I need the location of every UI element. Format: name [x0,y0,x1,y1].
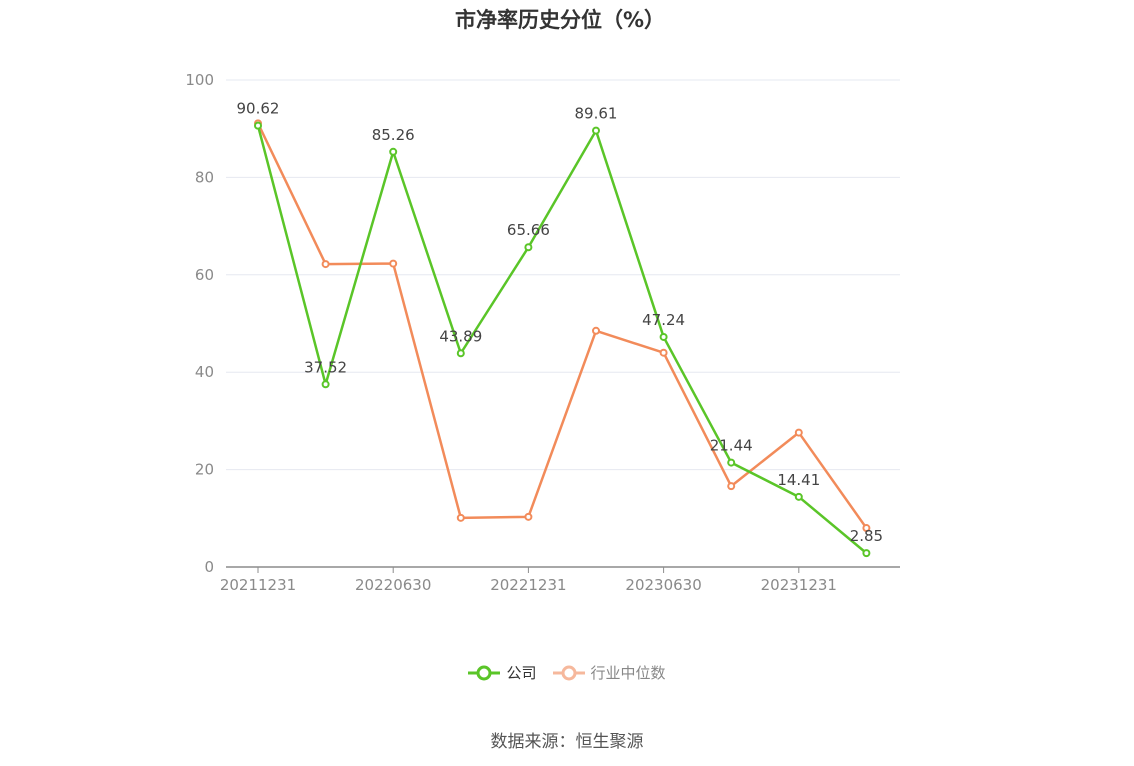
data-point-industry [727,482,736,491]
data-label: 37.52 [304,358,347,376]
x-tick-label: 20231231 [761,576,837,594]
legend: 公司 行业中位数 [0,662,1134,683]
y-tick-label: 20 [195,461,214,479]
y-tick-label: 0 [204,558,214,576]
data-point-company [727,458,736,467]
data-point-industry [456,513,465,522]
data-source-text: 数据来源：恒生聚源 [490,732,644,752]
series-line-industry [256,122,868,529]
legend-item-company[interactable]: 公司 [468,662,537,683]
data-point-industry [389,259,398,268]
series-lines [254,119,871,558]
y-tick-label: 40 [195,363,214,381]
data-point-company [592,126,600,135]
legend-swatch-industry-icon [552,665,585,680]
x-tick-label: 20230630 [625,576,701,594]
legend-swatch-company-icon [468,665,501,680]
x-tick-label: 20220630 [355,576,431,594]
legend-item-industry[interactable]: 行业中位数 [552,662,666,683]
data-point-company [321,380,330,389]
data-labels: 90.62 37.52 85.26 43.89 65.66 89.61 47.24 21.44… [237,100,884,545]
data-point-industry [862,524,871,533]
y-tick-label: 60 [195,266,214,284]
series-line-company [256,125,868,555]
line-chart: 0 20 40 60 80 100 20211231 20220630 20221231 2023… [185,71,900,594]
y-tick-label: 100 [185,71,214,89]
data-label: 43.89 [439,327,482,345]
y-tick-label: 80 [195,168,214,186]
axes: 0 20 40 60 80 100 20211231 20220630 20221231 2023… [185,71,900,594]
data-point-company [254,121,262,130]
data-point-company [389,147,398,156]
data-point-company [456,349,465,358]
legend-label-industry: 行业中位数 [590,664,666,682]
data-label: 89.61 [575,105,618,123]
data-point-industry [321,260,330,269]
x-tick-label: 20211231 [220,576,296,594]
data-label: 85.26 [372,126,415,144]
data-point-company [659,332,668,341]
data-label: 65.66 [507,221,550,239]
data-point-industry [524,512,533,521]
data-point-company [862,549,871,558]
data-label: 14.41 [777,471,820,489]
chart-title: 市净率历史分位（%） [454,8,666,32]
data-point-company [794,492,803,501]
x-tick-label: 20221231 [490,576,566,594]
grid-lines [226,79,900,471]
data-point-industry [794,428,803,437]
data-label: 21.44 [710,437,753,455]
data-label: 2.85 [850,527,883,545]
data-point-company [524,243,533,252]
legend-label-company: 公司 [506,664,537,682]
data-label: 90.62 [237,100,280,118]
data-point-industry [659,348,668,357]
data-label: 47.24 [642,311,685,329]
data-point-industry [592,326,600,335]
